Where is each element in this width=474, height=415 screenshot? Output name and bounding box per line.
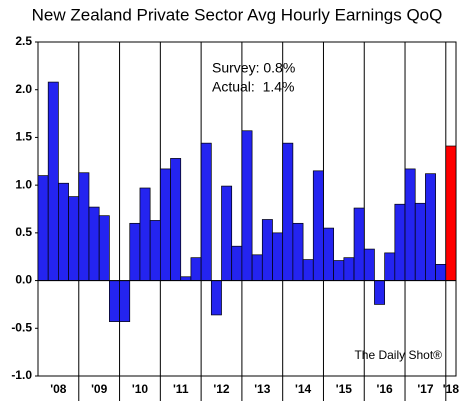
bar	[210, 280, 222, 316]
source: The Daily Shot®	[354, 348, 442, 362]
bar	[58, 182, 69, 281]
bar	[292, 222, 304, 281]
bar	[445, 145, 457, 281]
bar	[394, 203, 406, 281]
bar	[109, 280, 120, 322]
bar	[251, 254, 263, 281]
bar	[190, 257, 202, 281]
annotation: Actual: 1.4%	[212, 79, 295, 95]
x-group-label: '18	[443, 382, 460, 396]
y-tick-label: -1.0	[11, 368, 32, 382]
y-tick-label: 2.0	[15, 82, 32, 96]
x-group-label: '09	[91, 382, 108, 396]
bar	[159, 168, 171, 281]
bar	[88, 206, 100, 281]
x-group-label: '15	[336, 382, 353, 396]
x-group-label: '12	[213, 382, 230, 396]
bar	[231, 245, 243, 281]
bar	[435, 263, 447, 281]
y-tick-label: -0.5	[11, 320, 32, 334]
bar	[78, 172, 90, 281]
bar	[47, 81, 59, 281]
bar	[282, 142, 294, 281]
bar	[343, 257, 355, 281]
bar	[374, 280, 385, 305]
x-group-label: '13	[254, 382, 271, 396]
bar	[37, 175, 49, 281]
bar	[425, 173, 436, 281]
bar	[200, 142, 212, 281]
y-tick-label: 0.5	[15, 225, 32, 239]
bar	[98, 215, 110, 281]
y-tick-label: 2.5	[15, 34, 32, 48]
x-group-label: '10	[132, 382, 149, 396]
bar	[139, 187, 151, 281]
bar	[261, 219, 273, 281]
bar	[404, 168, 416, 281]
bar	[119, 280, 131, 322]
x-group-label: '14	[295, 382, 312, 396]
bar	[302, 259, 314, 281]
bar	[323, 227, 335, 281]
bar	[241, 130, 253, 281]
bar	[312, 170, 324, 281]
bar	[149, 220, 161, 281]
x-group-label: '17	[417, 382, 434, 396]
bar	[272, 232, 284, 281]
annotation: Survey: 0.8%	[212, 60, 295, 76]
bar	[333, 260, 345, 281]
y-tick-label: 1.5	[15, 130, 32, 144]
bar	[180, 276, 192, 281]
bar	[363, 248, 375, 281]
bar	[68, 196, 80, 281]
bar	[384, 252, 396, 281]
x-group-label: '11	[173, 382, 189, 396]
x-group-label: '08	[50, 382, 67, 396]
x-group-label: '16	[377, 382, 394, 396]
y-tick-label: 0.0	[15, 273, 32, 287]
bar	[353, 207, 365, 281]
bar	[129, 222, 141, 281]
bar	[221, 185, 233, 281]
y-tick-label: 1.0	[15, 177, 32, 191]
chart-title: New Zealand Private Sector Avg Hourly Ea…	[32, 5, 443, 24]
bar	[414, 202, 426, 281]
bar	[170, 158, 182, 281]
